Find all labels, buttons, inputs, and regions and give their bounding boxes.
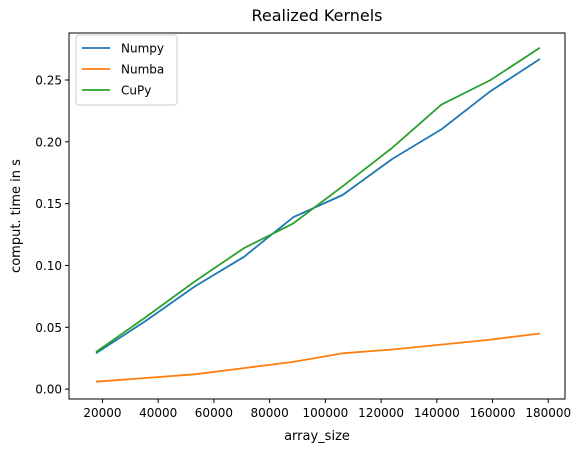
- series-line-numpy: [95, 58, 541, 355]
- x-tick-label: 80000: [251, 406, 289, 420]
- legend: Numpy Numba CuPy: [75, 34, 178, 106]
- x-axis-label: array_size: [284, 429, 350, 444]
- series-line-numba: [95, 332, 541, 383]
- series-lines: [95, 47, 541, 383]
- series-line-cupy: [95, 47, 541, 353]
- x-tick-label: 140000: [414, 406, 460, 420]
- x-tick-label: 60000: [195, 406, 233, 420]
- legend-label-numpy: Numpy: [121, 42, 164, 56]
- x-tick-label: 160000: [470, 406, 516, 420]
- x-tick-label: 100000: [302, 406, 348, 420]
- x-tick-label: 120000: [358, 406, 404, 420]
- y-tick-label: 0.05: [35, 321, 62, 335]
- y-axis-ticks: 0.00 0.05 0.10 0.15 0.20 0.25: [35, 73, 69, 397]
- legend-label-cupy: CuPy: [121, 84, 151, 98]
- y-tick-label: 0.00: [35, 383, 62, 397]
- legend-box: [75, 34, 178, 106]
- y-tick-label: 0.15: [35, 197, 62, 211]
- y-tick-label: 0.25: [35, 73, 62, 87]
- x-tick-label: 40000: [139, 406, 177, 420]
- legend-label-numba: Numba: [121, 63, 164, 77]
- y-axis-label: comput. time in s: [9, 159, 24, 273]
- axes-spines: [68, 32, 566, 400]
- chart-title: Realized Kernels: [251, 6, 382, 25]
- y-tick-label: 0.10: [35, 259, 62, 273]
- x-tick-label: 20000: [83, 406, 121, 420]
- y-tick-label: 0.20: [35, 135, 62, 149]
- x-axis-ticks: 20000 40000 60000 80000 100000 120000 140000 16…: [83, 399, 571, 420]
- x-tick-label: 180000: [525, 406, 571, 420]
